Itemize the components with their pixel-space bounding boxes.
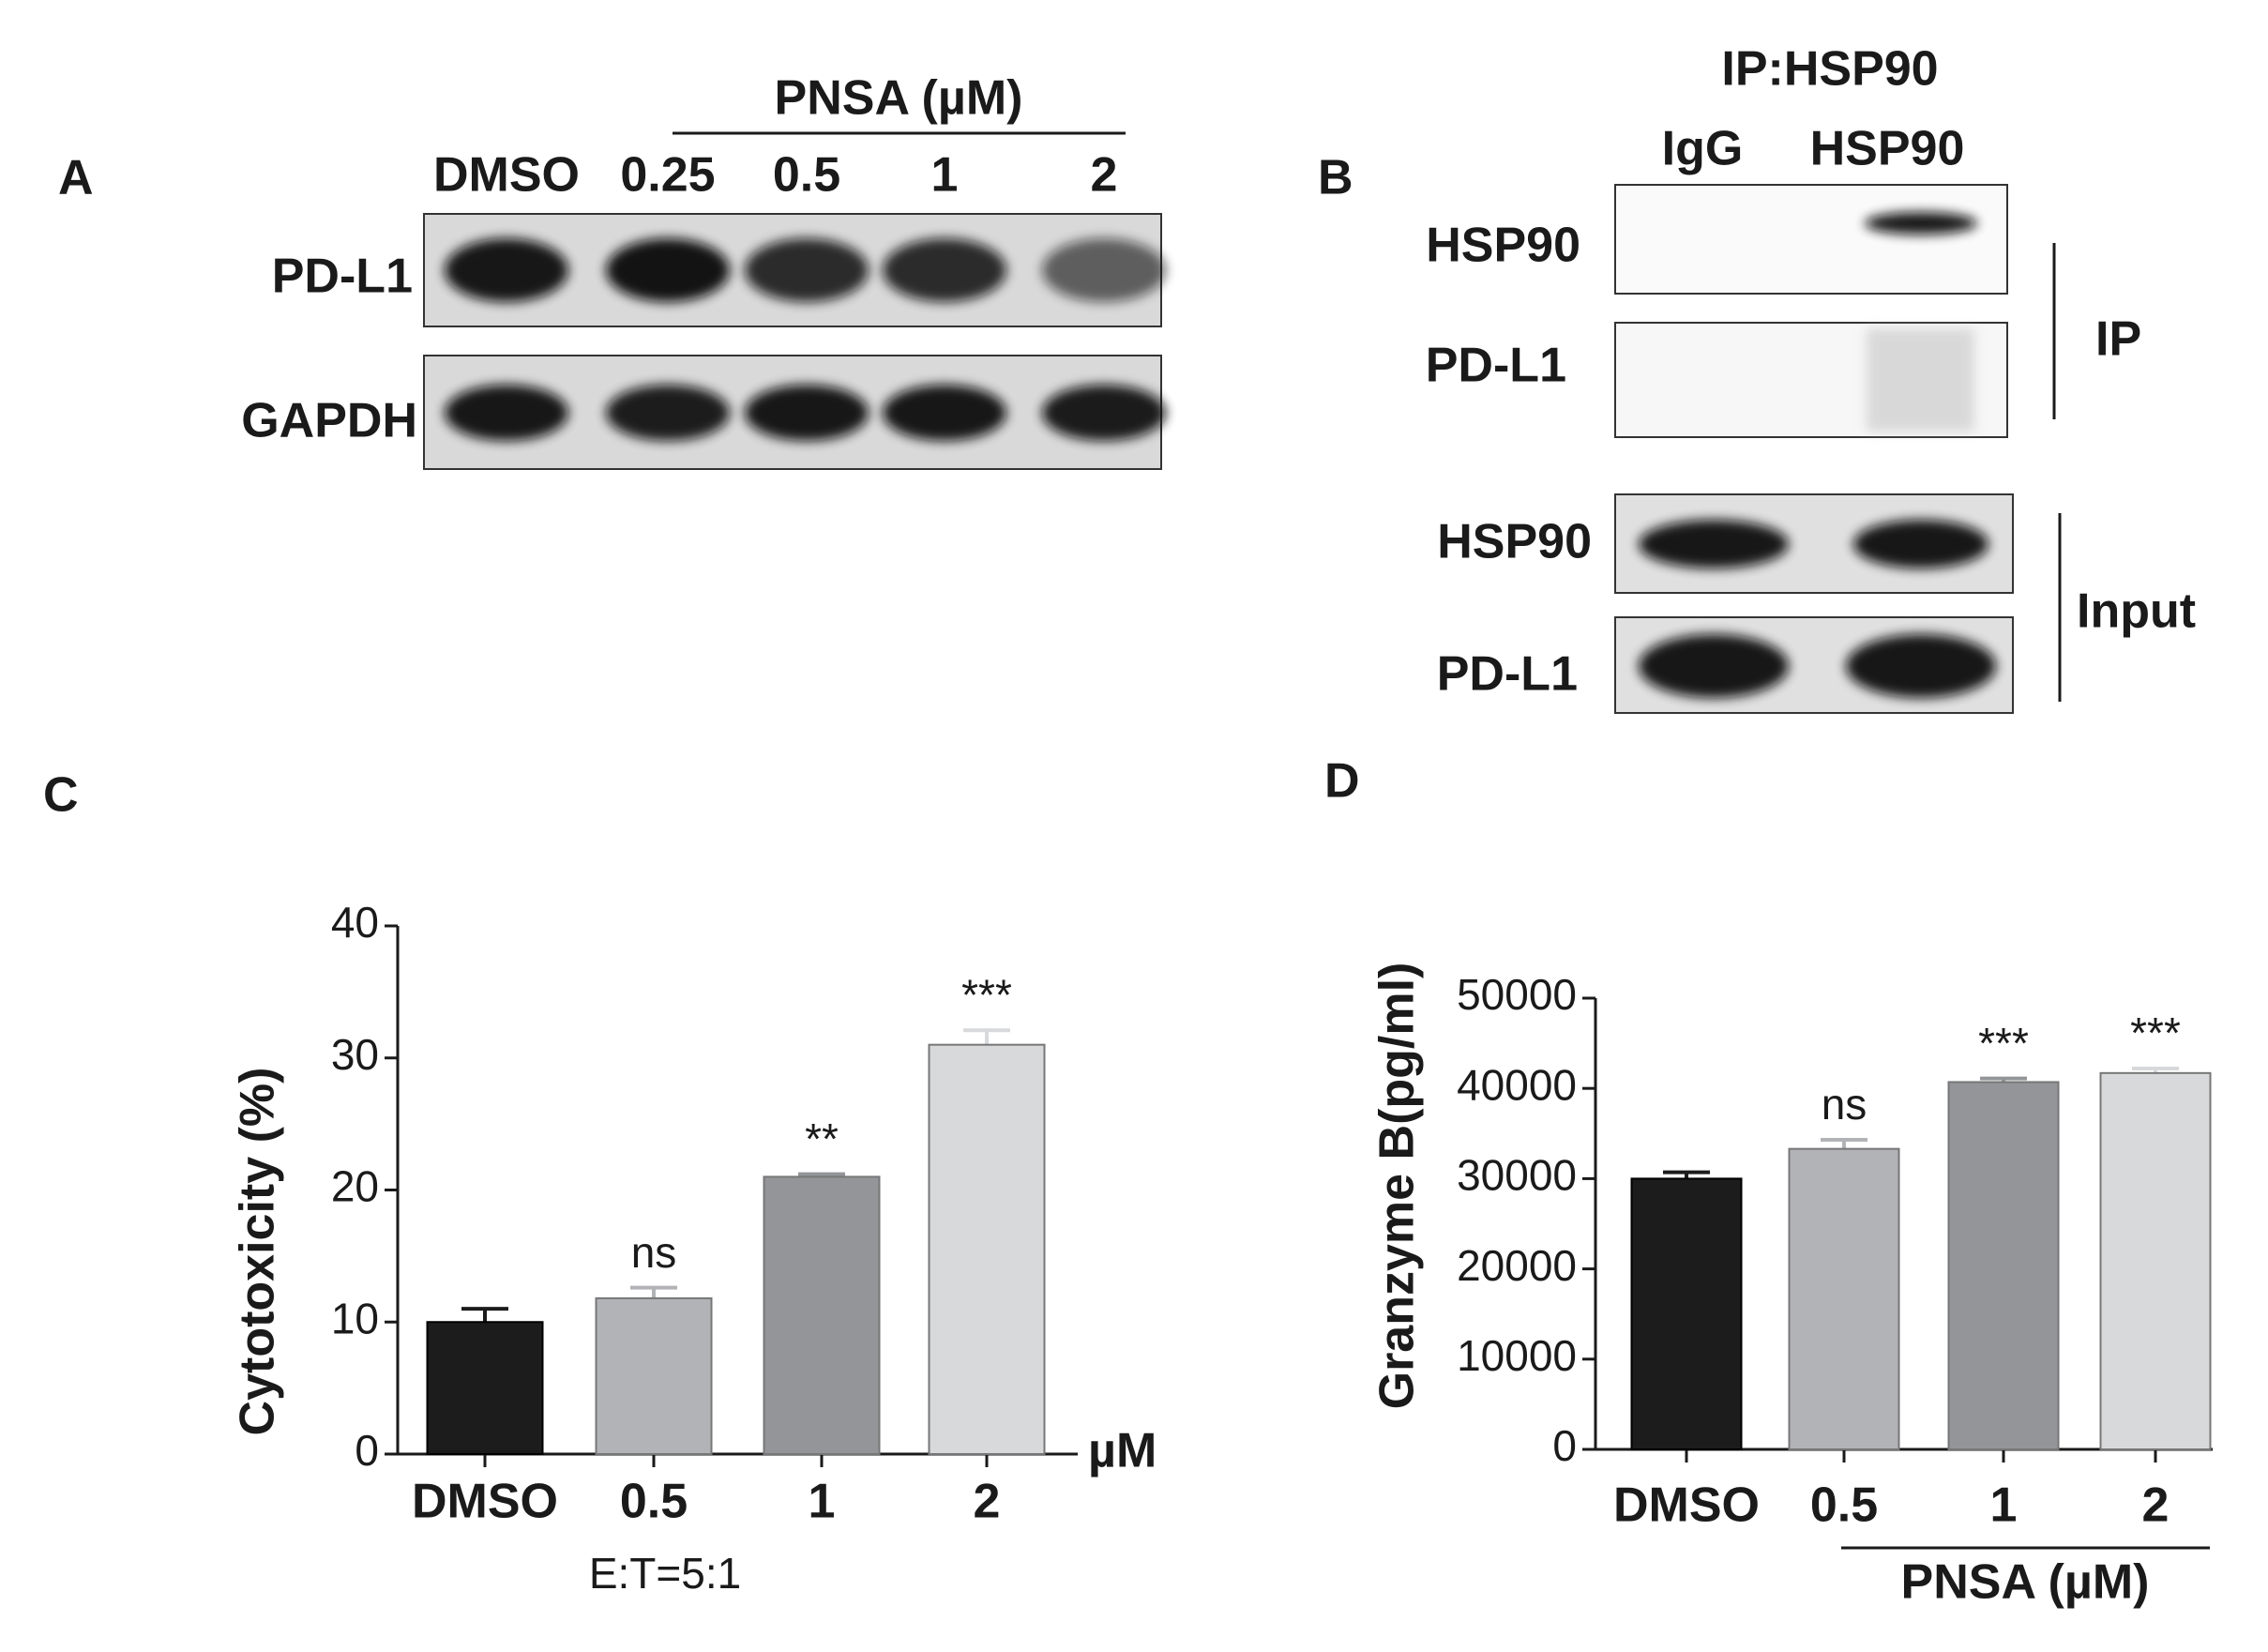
band bbox=[606, 238, 730, 302]
y-tick-label: 20 bbox=[331, 1162, 379, 1211]
lane-label: IgG bbox=[1662, 122, 1744, 176]
lane-label: 2 bbox=[1091, 148, 1118, 203]
panel-letter: A bbox=[58, 151, 94, 205]
y-tick-label: 50000 bbox=[1457, 970, 1577, 1019]
row-label: HSP90 bbox=[1437, 515, 1592, 569]
unit-label: µM bbox=[1088, 1424, 1157, 1478]
lane-label: 0.5 bbox=[773, 148, 840, 203]
band bbox=[745, 385, 869, 441]
x-tick-label: 2 bbox=[974, 1475, 1001, 1529]
y-tick-label: 0 bbox=[1552, 1421, 1577, 1470]
bar-label: ** bbox=[805, 1114, 839, 1163]
x-tick-label: 0.5 bbox=[620, 1475, 688, 1529]
lane-label: HSP90 bbox=[1810, 122, 1965, 176]
bar bbox=[1630, 1177, 1743, 1451]
group-label: IP bbox=[2095, 312, 2141, 367]
band bbox=[445, 385, 568, 441]
bar-label: *** bbox=[961, 970, 1012, 1019]
row-label: HSP90 bbox=[1426, 219, 1580, 273]
y-tick-label: 10000 bbox=[1457, 1331, 1577, 1380]
band bbox=[1846, 634, 1996, 698]
band bbox=[1865, 212, 1977, 235]
band bbox=[1853, 520, 1988, 568]
x-axis-title: PNSA (µM) bbox=[1901, 1555, 2150, 1610]
bar-label: *** bbox=[2130, 1008, 2181, 1057]
lane-label: 0.25 bbox=[620, 148, 715, 203]
row-label: GAPDH bbox=[241, 394, 417, 448]
lane-label: DMSO bbox=[433, 148, 580, 203]
band bbox=[1867, 328, 1974, 432]
bar bbox=[763, 1175, 881, 1456]
band bbox=[1042, 238, 1166, 302]
y-axis-title: Granzyme B(pg/ml) bbox=[1370, 962, 1425, 1410]
lane-label: 1 bbox=[931, 148, 959, 203]
y-tick-label: 30000 bbox=[1457, 1151, 1577, 1200]
row-label: PD-L1 bbox=[1437, 647, 1578, 702]
bar bbox=[595, 1296, 713, 1456]
group-label: Input bbox=[2077, 584, 2196, 639]
bar bbox=[1947, 1081, 2060, 1450]
row-label: PD-L1 bbox=[272, 250, 413, 304]
x-tick-label: 0.5 bbox=[1810, 1478, 1878, 1533]
x-axis-title: E:T=5:1 bbox=[589, 1549, 741, 1598]
band bbox=[883, 238, 1006, 302]
band bbox=[606, 385, 730, 441]
panel-letter: B bbox=[1318, 151, 1353, 205]
x-tick-label: DMSO bbox=[1613, 1478, 1760, 1533]
x-tick-label: 1 bbox=[809, 1475, 836, 1529]
y-tick-label: 30 bbox=[331, 1030, 379, 1079]
y-tick-label: 0 bbox=[355, 1426, 379, 1475]
bar bbox=[426, 1321, 544, 1455]
bar bbox=[928, 1043, 1046, 1456]
blot-box bbox=[1614, 184, 2008, 295]
bar-label: ns bbox=[1822, 1080, 1867, 1129]
y-tick-label: 40 bbox=[331, 898, 379, 947]
band bbox=[883, 385, 1006, 441]
bar bbox=[1788, 1147, 1900, 1451]
y-tick-label: 20000 bbox=[1457, 1241, 1577, 1290]
x-tick-label: 2 bbox=[2142, 1478, 2170, 1533]
row-label: PD-L1 bbox=[1426, 339, 1566, 393]
band bbox=[1639, 634, 1789, 698]
y-tick-label: 40000 bbox=[1457, 1060, 1577, 1109]
band bbox=[1042, 385, 1166, 441]
y-tick-label: 10 bbox=[331, 1294, 379, 1342]
panel-letter: D bbox=[1324, 754, 1360, 809]
blot-title: IP:HSP90 bbox=[1721, 42, 1938, 97]
band bbox=[745, 238, 869, 302]
band bbox=[445, 238, 568, 302]
band bbox=[1639, 520, 1789, 568]
bar-label: *** bbox=[1978, 1019, 2029, 1068]
x-tick-label: DMSO bbox=[412, 1475, 558, 1529]
panel-letter: C bbox=[43, 768, 79, 823]
y-axis-title: Cytotoxicity (%) bbox=[231, 1068, 285, 1436]
blot-header: PNSA (µM) bbox=[775, 71, 1023, 126]
bar bbox=[2099, 1071, 2212, 1450]
bar-label: ns bbox=[631, 1228, 677, 1277]
x-tick-label: 1 bbox=[1990, 1478, 2018, 1533]
